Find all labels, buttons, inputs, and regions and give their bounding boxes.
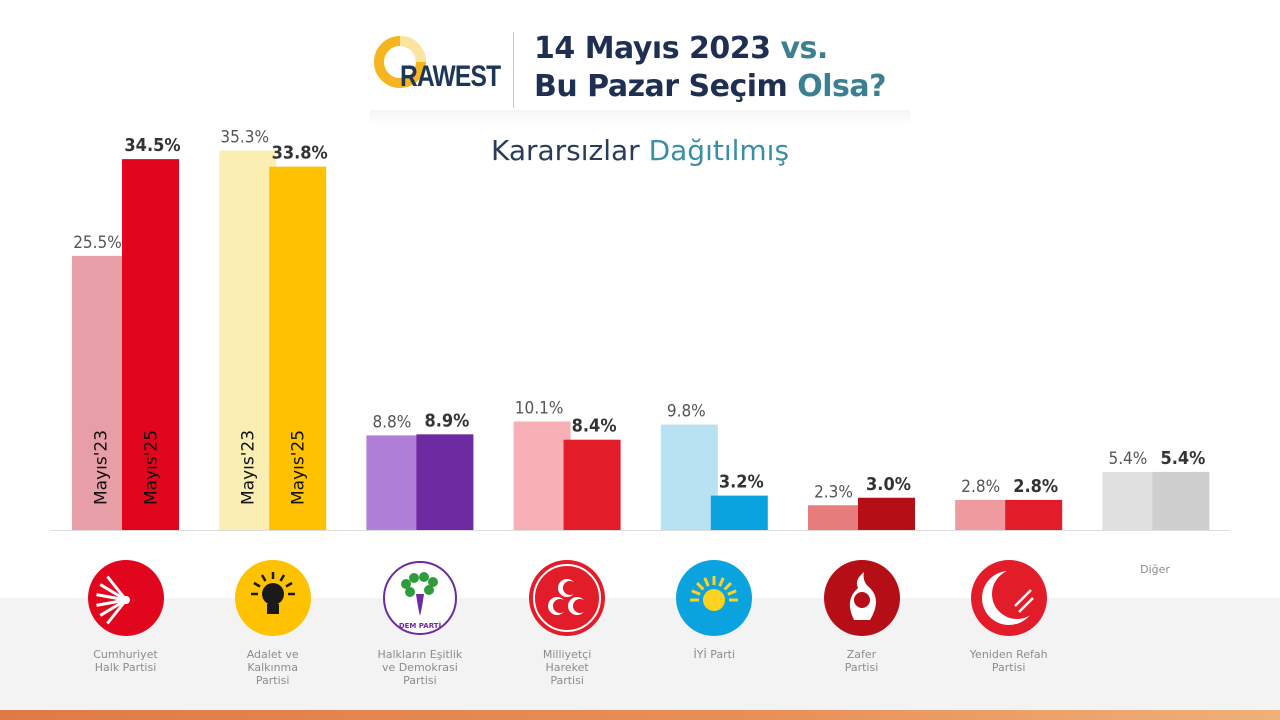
party-name: Milliyetçi Hareket Partisi [542, 648, 592, 687]
data-label-mayis25: 8.4% [572, 416, 617, 437]
bar-mayis25 [1005, 499, 1063, 530]
data-label-mayis23: 25.5% [73, 233, 122, 253]
bar-mayis25 [416, 434, 474, 530]
rawest-logo: RAWEST [372, 34, 502, 98]
series-label-inbar: Mayıs'23 [239, 430, 259, 505]
subtitle-accent: Dağıtılmış [648, 134, 790, 167]
bar-mayis25 [563, 439, 621, 530]
bar-mayis23 [808, 505, 865, 530]
bar-mayis23 [513, 421, 571, 530]
party-name: Zafer Partisi [844, 648, 879, 674]
page-title: 14 Mayıs 2023 vs. Bu Pazar Seçim Olsa? [534, 30, 887, 106]
party-name: Adalet ve Kalkınma Partisi [246, 648, 299, 687]
iyi-parti-logo-icon [676, 560, 753, 636]
data-label-mayis25: 34.5% [124, 135, 180, 156]
party-name: Halkların Eşitlik ve Demokrasi Partisi [377, 648, 463, 687]
data-label-mayis23: 2.3% [814, 482, 853, 502]
bar-mayis25 [858, 497, 915, 530]
title-line2-accent: Olsa? [797, 69, 887, 104]
title-line1-prefix: 14 Mayıs 2023 [534, 31, 781, 66]
bar-chart: 25.5% 34.5% Mayıs'23 Mayıs'25 35.3%33.8% Mayı… [50, 128, 1230, 531]
svg-text:DEM PARTİ: DEM PARTİ [399, 621, 441, 630]
mhp-logo-icon [529, 560, 606, 636]
series-label-inbar: Mayıs'25 [289, 430, 309, 505]
bar-mayis23 [660, 424, 718, 530]
data-label-mayis23: 35.3% [220, 128, 269, 148]
data-label-mayis25: 3.0% [866, 474, 911, 495]
chart-subtitle: Kararsızlar Dağıtılmış [0, 134, 1280, 167]
data-label-mayis25: 5.4% [1160, 448, 1205, 469]
title-shade [370, 110, 910, 126]
akp-logo-icon [234, 560, 311, 636]
subtitle-prefix: Kararsızlar [490, 134, 649, 167]
bar-mayis25 [710, 495, 768, 530]
party-name-other: Diğer [1140, 563, 1170, 576]
series-label-inbar: Mayıs'25 [142, 430, 162, 505]
data-label-mayis25: 3.2% [719, 472, 764, 493]
party-name: Cumhuriyet Halk Partisi [93, 648, 158, 674]
party-name: İYİ Parti [693, 648, 736, 661]
rawest-logo-text: RAWEST [400, 60, 501, 93]
series-label-inbar: Mayıs'23 [92, 430, 112, 505]
bottom-stripe [0, 710, 1280, 720]
title-divider [513, 32, 514, 108]
data-label-mayis23: 9.8% [667, 402, 706, 422]
chp-logo-icon [87, 560, 164, 636]
bar-mayis23 [72, 255, 129, 530]
bar-mayis23 [955, 499, 1013, 530]
dem-parti-logo-icon: DEM PARTİ [382, 560, 458, 636]
title-line1-accent: vs. [780, 31, 828, 66]
title-line2-prefix: Bu Pazar Seçim [534, 69, 798, 104]
zafer-logo-icon [823, 560, 900, 636]
data-label-mayis23: 10.1% [515, 398, 564, 418]
bar-mayis23 [219, 150, 277, 530]
data-label-mayis25: 8.9% [424, 410, 469, 431]
bar-mayis25 [122, 159, 179, 530]
data-label-mayis23: 5.4% [1108, 449, 1147, 469]
bar-mayis23 [1102, 471, 1160, 530]
data-label-mayis25: 2.8% [1013, 476, 1058, 497]
data-label-mayis25: 33.8% [272, 143, 328, 164]
bar-mayis25 [269, 166, 327, 530]
rawest-ring-icon [374, 36, 426, 88]
bottom-band [0, 598, 1280, 710]
yeniden-refah-logo-icon [970, 560, 1047, 636]
data-label-mayis23: 8.8% [372, 412, 411, 432]
party-name: Yeniden Refah Partisi [969, 648, 1048, 674]
data-label-mayis23: 2.8% [961, 477, 1000, 497]
bar-mayis23 [366, 435, 424, 530]
bar-mayis25 [1152, 471, 1210, 530]
